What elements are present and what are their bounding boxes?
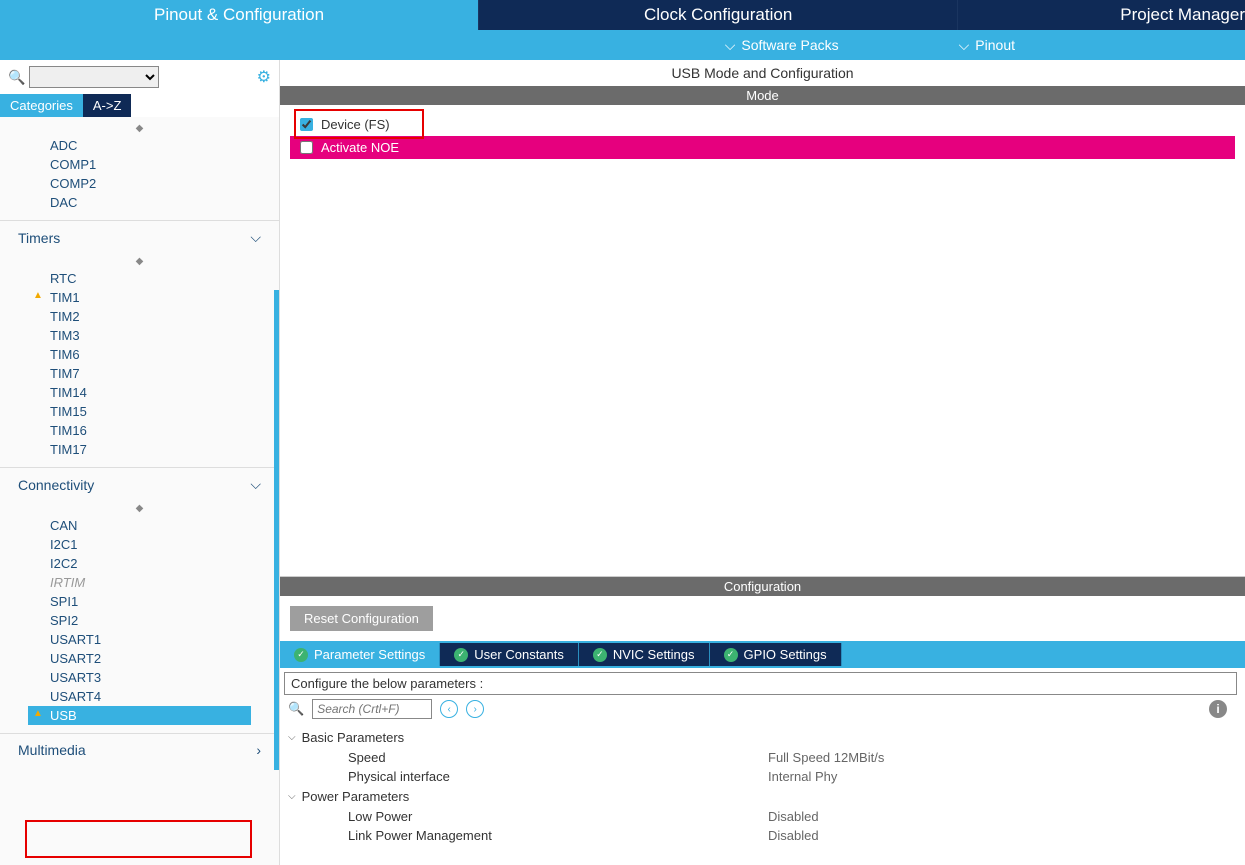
config-header: Configuration (280, 577, 1245, 596)
tree-item-comp2[interactable]: COMP2 (0, 174, 279, 193)
device-fs-label: Device (FS) (321, 117, 390, 132)
basic-params-label: Basic Parameters (302, 730, 405, 745)
drag-handle-icon[interactable]: ◆ (0, 501, 279, 516)
view-az[interactable]: A->Z (83, 94, 132, 117)
search-next-button[interactable]: › (466, 700, 484, 718)
lpm-value: Disabled (768, 828, 819, 843)
chevron-down-icon: ⌵ (725, 37, 736, 54)
tab-user-constants[interactable]: ✓ User Constants (440, 643, 579, 666)
device-fs-checkbox[interactable] (300, 118, 313, 131)
pinout-dropdown[interactable]: ⌵ Pinout (959, 37, 1015, 54)
chevron-down-icon: ⌵ (250, 229, 261, 246)
chevron-down-icon: ⌵ (959, 37, 970, 54)
param-physical-interface[interactable]: Physical interface Internal Phy (288, 767, 1237, 786)
speed-label: Speed (348, 750, 768, 765)
tab-nvic-label: NVIC Settings (613, 647, 695, 662)
lpm-label: Link Power Management (348, 828, 768, 843)
section-connectivity-label: Connectivity (18, 477, 94, 493)
search-icon: 🔍 (288, 701, 304, 717)
tab-project-manager[interactable]: Project Manager (957, 0, 1245, 30)
tree-item-tim6[interactable]: TIM6 (0, 345, 279, 364)
tree-item-tim16[interactable]: TIM16 (0, 421, 279, 440)
phy-value: Internal Phy (768, 769, 837, 784)
tree-item-i2c1[interactable]: I2C1 (0, 535, 279, 554)
section-multimedia[interactable]: Multimedia › (0, 733, 279, 766)
param-low-power[interactable]: Low Power Disabled (288, 807, 1237, 826)
tree-item-comp1[interactable]: COMP1 (0, 155, 279, 174)
tree-item-tim17[interactable]: TIM17 (0, 440, 279, 459)
phy-label: Physical interface (348, 769, 768, 784)
tree-item-usart2[interactable]: USART2 (0, 649, 279, 668)
software-packs-dropdown[interactable]: ⌵ Software Packs (725, 37, 839, 54)
drag-handle-icon[interactable]: ◆ (0, 121, 279, 136)
content-title: USB Mode and Configuration (280, 60, 1245, 86)
param-speed[interactable]: Speed Full Speed 12MBit/s (288, 748, 1237, 767)
tree-item-can[interactable]: CAN (0, 516, 279, 535)
settings-gear-icon[interactable]: ⚙ (257, 67, 271, 87)
tab-gpio-settings[interactable]: ✓ GPIO Settings (710, 643, 842, 666)
check-icon: ✓ (724, 648, 738, 662)
chevron-down-icon: ⌵ (288, 732, 296, 743)
param-group-basic[interactable]: ⌵ Basic Parameters (288, 727, 1237, 748)
activate-noe-row[interactable]: Activate NOE (290, 136, 1235, 159)
check-icon: ✓ (294, 648, 308, 662)
info-icon[interactable]: i (1209, 700, 1227, 718)
tab-user-label: User Constants (474, 647, 564, 662)
power-params-label: Power Parameters (302, 789, 410, 804)
activate-noe-checkbox[interactable] (300, 141, 313, 154)
search-select[interactable] (29, 66, 159, 88)
section-timers[interactable]: Timers ⌵ (0, 220, 279, 254)
chevron-down-icon: ⌵ (288, 791, 296, 802)
tree-item-tim2[interactable]: TIM2 (0, 307, 279, 326)
tree-item-tim1[interactable]: TIM1 (0, 288, 279, 307)
view-categories[interactable]: Categories (0, 94, 83, 117)
lowpower-value: Disabled (768, 809, 819, 824)
tab-pinout-config[interactable]: Pinout & Configuration (0, 0, 478, 30)
check-icon: ✓ (454, 648, 468, 662)
tree-item-spi1[interactable]: SPI1 (0, 592, 279, 611)
tree-item-usb[interactable]: USB (28, 706, 251, 725)
tree-item-tim7[interactable]: TIM7 (0, 364, 279, 383)
chevron-right-icon: › (256, 742, 261, 758)
tree-item-rtc[interactable]: RTC (0, 269, 279, 288)
tab-param-label: Parameter Settings (314, 647, 425, 662)
tree-item-tim3[interactable]: TIM3 (0, 326, 279, 345)
tab-parameter-settings[interactable]: ✓ Parameter Settings (280, 643, 440, 666)
software-packs-label: Software Packs (741, 37, 838, 53)
chevron-down-icon: ⌵ (250, 476, 261, 493)
config-instruction: Configure the below parameters : (284, 672, 1237, 695)
tree-item-usart4[interactable]: USART4 (0, 687, 279, 706)
section-multimedia-label: Multimedia (18, 742, 86, 758)
tree-item-usart1[interactable]: USART1 (0, 630, 279, 649)
tree-item-tim14[interactable]: TIM14 (0, 383, 279, 402)
tab-clock-config[interactable]: Clock Configuration (478, 0, 957, 30)
device-fs-row[interactable]: Device (FS) (290, 113, 1235, 136)
tree-item-dac[interactable]: DAC (0, 193, 279, 212)
search-prev-button[interactable]: ‹ (440, 700, 458, 718)
tree-item-spi2[interactable]: SPI2 (0, 611, 279, 630)
mode-header: Mode (280, 86, 1245, 105)
reset-config-button[interactable]: Reset Configuration (290, 606, 433, 631)
pinout-label: Pinout (975, 37, 1015, 53)
param-link-power-mgmt[interactable]: Link Power Management Disabled (288, 826, 1237, 845)
section-timers-label: Timers (18, 230, 60, 246)
highlight-box (25, 820, 252, 858)
section-connectivity[interactable]: Connectivity ⌵ (0, 467, 279, 501)
param-group-power[interactable]: ⌵ Power Parameters (288, 786, 1237, 807)
tree-item-usart3[interactable]: USART3 (0, 668, 279, 687)
search-icon: 🔍 (8, 69, 25, 86)
drag-handle-icon[interactable]: ◆ (0, 254, 279, 269)
tab-nvic-settings[interactable]: ✓ NVIC Settings (579, 643, 710, 666)
lowpower-label: Low Power (348, 809, 768, 824)
tree-item-adc[interactable]: ADC (0, 136, 279, 155)
check-icon: ✓ (593, 648, 607, 662)
tree-item-i2c2[interactable]: I2C2 (0, 554, 279, 573)
activate-noe-label: Activate NOE (321, 140, 399, 155)
tree-item-tim15[interactable]: TIM15 (0, 402, 279, 421)
param-search-input[interactable] (312, 699, 432, 719)
tree-item-irtim[interactable]: IRTIM (0, 573, 279, 592)
speed-value: Full Speed 12MBit/s (768, 750, 884, 765)
tab-gpio-label: GPIO Settings (744, 647, 827, 662)
